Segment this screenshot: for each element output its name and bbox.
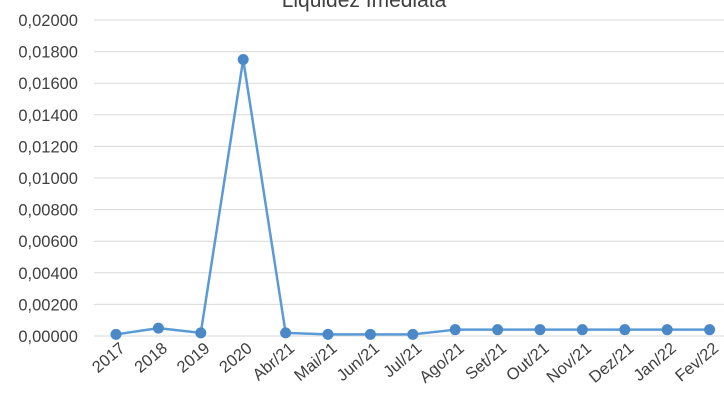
x-tick-label: Abr/21 — [249, 339, 298, 384]
x-tick-label: Set/21 — [462, 339, 510, 383]
data-point — [152, 322, 164, 334]
data-point — [576, 324, 588, 336]
series-line — [115, 58, 710, 336]
x-tick-label: Ago/21 — [416, 339, 468, 386]
x-tick-label: Jan/22 — [630, 339, 680, 385]
y-tick-label: 0,01400 — [18, 107, 78, 125]
chart-title: Liquidez Imediata — [282, 0, 447, 12]
y-axis-tick-labels: 0,00000 0,00200 0,00400 0,00600 0,00800 0,010… — [18, 12, 78, 346]
data-point — [661, 324, 673, 336]
x-tick-label: Nov/21 — [543, 339, 595, 386]
x-axis-tick-labels: 2017 2018 2019 2020Abr/21Mai/21Jun/21Jul/21… — [89, 339, 722, 386]
data-point — [364, 328, 376, 340]
x-tick-label: 2019 — [174, 339, 214, 376]
x-tick-label: Fev/22 — [672, 339, 722, 385]
y-tick-label: 0,01600 — [18, 75, 78, 93]
data-point — [322, 328, 334, 340]
gridlines — [94, 19, 724, 337]
y-tick-label: 0,02000 — [18, 12, 78, 30]
data-point — [534, 324, 546, 336]
data-point — [195, 327, 207, 339]
y-tick-label: 0,00600 — [18, 233, 78, 251]
x-tick-label: Mai/21 — [291, 339, 341, 385]
y-tick-label: 0,00800 — [18, 202, 78, 220]
y-tick-label: 0,01000 — [18, 170, 78, 188]
x-tick-label: 2018 — [131, 339, 171, 376]
data-point — [619, 324, 631, 336]
y-tick-label: 0,01800 — [18, 44, 78, 62]
series-layer — [110, 54, 716, 340]
data-point — [237, 54, 249, 65]
data-point — [449, 324, 461, 336]
y-tick-label: 0,00000 — [18, 328, 78, 346]
x-tick-label: Dez/21 — [586, 339, 638, 386]
y-tick-label: 0,01200 — [18, 138, 78, 156]
x-tick-label: 2017 — [89, 339, 129, 376]
data-point — [110, 328, 122, 340]
x-tick-label: Jun/21 — [333, 339, 383, 385]
y-tick-label: 0,00400 — [18, 265, 78, 283]
data-point — [407, 328, 419, 340]
data-point — [280, 327, 292, 339]
y-tick-label: 0,00200 — [18, 296, 78, 314]
x-tick-label: Out/21 — [503, 339, 553, 385]
data-point — [704, 324, 716, 336]
data-point — [492, 324, 504, 336]
